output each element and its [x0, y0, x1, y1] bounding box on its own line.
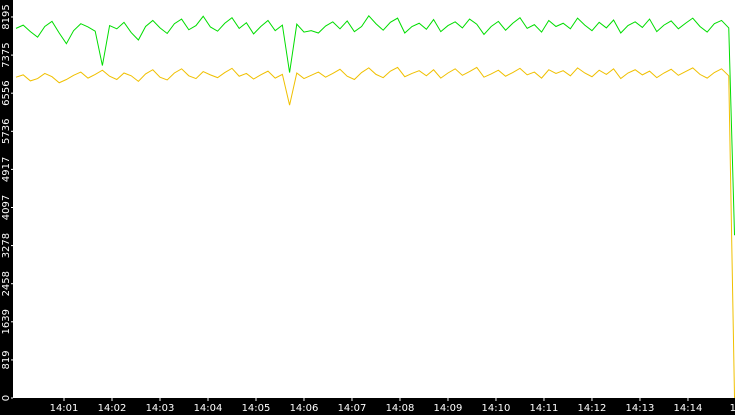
x-tick-label: 14:14 [674, 403, 703, 414]
y-tick-label: 7375 [1, 42, 12, 67]
x-tick-label: 14:08 [386, 403, 415, 414]
y-tick-label: 4097 [1, 195, 12, 220]
x-tick-label: 14:04 [194, 403, 223, 414]
y-tick-label: 3278 [1, 233, 12, 258]
x-tick-label: 14:12 [578, 403, 607, 414]
y-tick-label: 6556 [1, 80, 12, 105]
x-tick-label: 14:02 [98, 403, 127, 414]
y-tick-label: 2458 [1, 271, 12, 296]
y-tick-label: 819 [1, 350, 12, 369]
y-tick-label: 8195 [1, 4, 12, 29]
x-tick-label: 14:07 [338, 403, 367, 414]
y-tick-label: 4917 [1, 157, 12, 182]
x-tick-label: 14:06 [290, 403, 319, 414]
series-line [15, 15, 735, 236]
x-tick-label: 14 [730, 403, 735, 414]
y-tick-label: 1639 [1, 309, 12, 334]
y-tick-label: 5736 [1, 119, 12, 144]
x-tick-label: 14:03 [146, 403, 175, 414]
series-line [15, 66, 735, 399]
x-tick-label: 14:11 [530, 403, 559, 414]
x-tick-label: 14:01 [50, 403, 79, 414]
plot-area [13, 0, 735, 398]
x-tick-label: 14:10 [482, 403, 511, 414]
x-tick-label: 14:13 [626, 403, 655, 414]
x-tick-label: 14:05 [242, 403, 271, 414]
x-tick-label: 14:09 [434, 403, 463, 414]
y-tick-label: 0 [1, 395, 12, 401]
